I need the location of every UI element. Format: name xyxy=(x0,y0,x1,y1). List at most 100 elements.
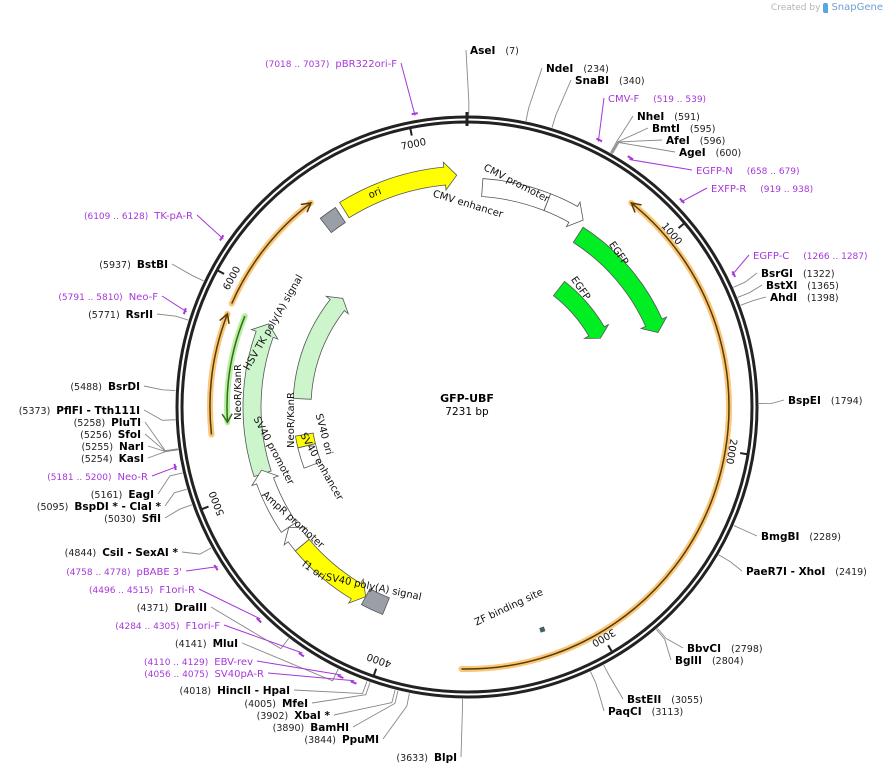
primer-position: (7018 .. 7037) xyxy=(265,60,329,70)
primer-site[interactable]: (4758 .. 4778) pBABE 3' xyxy=(66,564,219,578)
tick-label: 7000 xyxy=(400,137,427,153)
enzyme-name: RsrII xyxy=(126,309,153,321)
svg-text:(5258)PluTI: (5258) PluTI xyxy=(74,417,141,429)
enzyme-site[interactable]: PaqCI (3113) xyxy=(590,671,683,718)
enzyme-site[interactable]: AseI (7) xyxy=(465,45,519,116)
primer-site[interactable]: (4284 .. 4305) F1ori-F xyxy=(115,621,305,658)
feature-sv40-enhancer[interactable] xyxy=(297,443,322,469)
enzyme-site[interactable]: (3890) BamHI xyxy=(273,690,399,734)
primer-site[interactable]: (7018 .. 7037) pBR322ori-F xyxy=(265,59,418,116)
feature-sv40-poly-a-signal[interactable] xyxy=(360,588,390,616)
primer-site[interactable]: EGFP-C (1266 .. 1287) xyxy=(731,251,868,278)
enzyme-name: MfeI xyxy=(282,698,308,710)
enzyme-position: (5258) xyxy=(74,418,106,429)
primer-site[interactable]: EGFP-N (658 .. 679) xyxy=(627,155,800,177)
enzyme-site[interactable]: NheI (591) xyxy=(610,111,700,153)
feature-egfp[interactable] xyxy=(572,226,668,334)
svg-text:CMV-F(519 .. 539): CMV-F (519 .. 539) xyxy=(608,94,706,105)
orf-arrow[interactable] xyxy=(228,199,314,307)
enzyme-position: (5937) xyxy=(99,260,131,271)
primer-site[interactable]: (4056 .. 4075) SV40pA-R xyxy=(144,669,357,685)
enzyme-site[interactable]: SnaBI (340) xyxy=(551,75,645,128)
enzyme-name: BglII xyxy=(675,655,702,667)
primer-site[interactable]: (5791 .. 5810) Neo-F xyxy=(58,292,187,315)
orf-arrow[interactable] xyxy=(458,199,732,672)
enzyme-site[interactable]: (5771) RsrII xyxy=(88,309,189,321)
enzyme-name: DraIII xyxy=(174,602,207,614)
enzyme-site[interactable]: (3902) XbaI * xyxy=(257,689,396,722)
enzyme-position: (2289) xyxy=(809,532,841,543)
enzyme-site[interactable]: (4005) MfeI xyxy=(244,682,371,710)
feature-f1-ori[interactable] xyxy=(294,538,367,604)
enzyme-name: BstEII xyxy=(627,694,661,706)
svg-text:AgeI(600): AgeI (600) xyxy=(679,147,741,159)
enzyme-site[interactable]: BspEI (1794) xyxy=(758,395,862,407)
enzyme-site[interactable]: (5488) BsrDI xyxy=(70,381,176,393)
feature-egfp[interactable] xyxy=(552,280,610,339)
enzyme-site[interactable]: (5258) PluTI xyxy=(74,417,179,452)
primer-name: EGFP-C xyxy=(753,251,789,262)
feature-ampr-promoter[interactable] xyxy=(283,526,310,552)
feature-neor-kanr[interactable] xyxy=(242,323,279,478)
svg-text:(6109 .. 6128)TK-pA-R: (6109 .. 6128) TK-pA-R xyxy=(84,211,193,222)
enzyme-position: (1322) xyxy=(803,269,835,280)
primer-site[interactable]: (6109 .. 6128) TK-pA-R xyxy=(84,211,225,241)
enzyme-site[interactable]: (4371) DraIII xyxy=(137,602,290,650)
enzyme-site[interactable]: (3633) BlpI xyxy=(396,698,464,764)
feature-ori[interactable] xyxy=(339,161,458,219)
enzyme-position: (3113) xyxy=(652,707,684,718)
enzyme-site[interactable]: (4844) CsiI - SexAI * xyxy=(65,547,212,559)
primer-site[interactable]: (5181 .. 5200) Neo-R xyxy=(47,463,178,483)
enzyme-site[interactable]: (4141) MluI xyxy=(175,638,339,682)
enzyme-site[interactable]: BstEII (3055) xyxy=(603,664,703,706)
enzyme-site[interactable]: PaeR7I - XhoI (2419) xyxy=(718,554,867,578)
feature-sv40-ori[interactable] xyxy=(294,432,316,449)
primer-site[interactable]: (4110 .. 4129) EBV-rev xyxy=(144,657,344,680)
enzyme-site[interactable]: (3844) PpuMI xyxy=(304,693,410,746)
enzyme-position: (596) xyxy=(700,136,726,147)
enzyme-site[interactable]: BmgBI (2289) xyxy=(733,525,841,543)
enzyme-position: (5254) xyxy=(81,454,113,465)
enzyme-position: (5771) xyxy=(88,310,120,321)
svg-text:EXFP-R(919 .. 938): EXFP-R (919 .. 938) xyxy=(711,184,813,195)
feature-zf-binding-site[interactable] xyxy=(539,626,546,633)
svg-text:BmtI(595): BmtI (595) xyxy=(652,123,715,135)
enzyme-site[interactable]: BglII (2804) xyxy=(655,629,744,667)
svg-text:(3844)PpuMI: (3844) PpuMI xyxy=(304,734,379,746)
feature-neor-kanr[interactable] xyxy=(292,295,350,400)
svg-text:PaqCI(3113): PaqCI (3113) xyxy=(608,706,683,718)
enzyme-site[interactable]: BbvCI (2798) xyxy=(657,628,763,655)
enzyme-site[interactable]: (5030) SfiI xyxy=(104,504,193,525)
enzyme-site[interactable]: BsrGI (1322) xyxy=(733,268,835,288)
enzyme-site[interactable]: (5161) EagI xyxy=(91,472,183,501)
enzyme-site[interactable]: (5937) BstBI xyxy=(99,259,204,282)
primer-name: EBV-rev xyxy=(214,657,253,668)
primer-position: (4284 .. 4305) xyxy=(115,622,179,632)
feature-label: ZF binding site xyxy=(473,587,545,628)
enzyme-site[interactable]: BstXI (1365) xyxy=(737,280,839,298)
enzyme-name: NdeI xyxy=(546,63,573,75)
enzyme-site[interactable]: NdeI (234) xyxy=(525,63,609,122)
enzyme-site[interactable]: (5373) PflFI - Tth111I xyxy=(19,405,176,421)
enzyme-site[interactable]: (4018) HincII - HpaI xyxy=(180,681,368,697)
primer-site[interactable]: (4496 .. 4515) F1ori-R xyxy=(89,585,262,624)
feature-cmv-promoter[interactable] xyxy=(543,193,584,228)
feature-hsv-tk-poly-a-signal[interactable] xyxy=(319,206,346,234)
enzyme-site[interactable]: (5095) BspDI * - ClaI * xyxy=(37,488,187,513)
enzyme-site[interactable]: AhdI (1398) xyxy=(740,292,839,306)
enzyme-site[interactable]: (5256) SfoI xyxy=(80,429,179,452)
enzyme-name: SnaBI xyxy=(575,75,609,87)
enzyme-position: (4005) xyxy=(244,699,276,710)
orf-arrow[interactable] xyxy=(207,310,231,438)
enzyme-position: (5488) xyxy=(70,382,102,393)
enzyme-name: SfiI xyxy=(142,513,161,525)
feature-sv40-promoter[interactable] xyxy=(250,469,297,533)
enzyme-site[interactable]: AfeI (596) xyxy=(611,135,726,154)
enzyme-site[interactable]: (5255) NarI xyxy=(81,441,179,453)
enzyme-position: (2804) xyxy=(712,656,744,667)
primer-site[interactable]: CMV-F (519 .. 539) xyxy=(595,94,706,143)
enzyme-site[interactable]: AgeI (600) xyxy=(612,142,741,159)
primer-site[interactable]: EXFP-R (919 .. 938) xyxy=(679,184,813,204)
orf-arrow[interactable] xyxy=(221,313,248,426)
